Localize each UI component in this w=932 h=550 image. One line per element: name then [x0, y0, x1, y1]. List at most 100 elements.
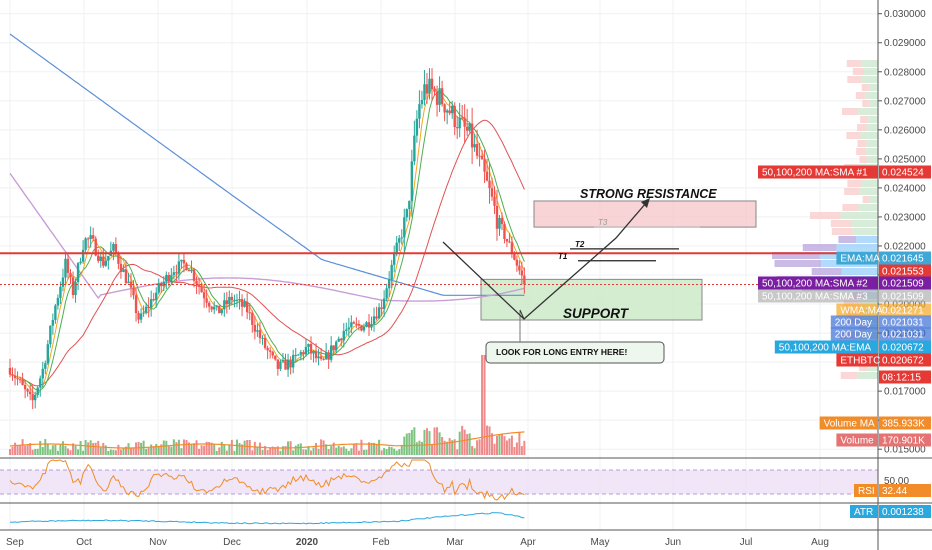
volume-bar	[205, 441, 208, 455]
price-tag-10-value-box	[879, 370, 931, 384]
price-tag-5-value: 0.021271	[882, 306, 924, 317]
volume-bar	[114, 450, 117, 455]
volume-bar	[208, 442, 211, 455]
candle-body	[223, 300, 226, 310]
candle-body	[493, 196, 496, 206]
price-tick-label: 0.027000	[884, 96, 926, 107]
rsi-name-box	[854, 484, 878, 497]
candle-body	[74, 282, 77, 296]
volume-bar	[493, 443, 496, 455]
volume-bar	[425, 428, 428, 455]
volume-bar	[398, 449, 401, 455]
volume-profile-buy	[866, 148, 878, 155]
volume-profile-buy	[864, 68, 878, 75]
rsi-line	[9, 459, 525, 501]
price-tag-5-label: WMA:MA	[840, 306, 883, 317]
volume-bar	[388, 446, 391, 455]
volume-bar	[297, 444, 300, 455]
volume-bar	[312, 447, 315, 455]
volume-bar	[182, 439, 185, 455]
candle-body	[284, 359, 287, 370]
volume-bar	[269, 447, 272, 455]
volume-profile-sell	[772, 252, 820, 259]
volume-bar	[500, 434, 503, 455]
candle-body	[162, 281, 165, 287]
volume-bar	[481, 355, 484, 455]
volume-bar	[483, 355, 486, 455]
candle-body	[258, 330, 262, 339]
price-tag-1-value: 0.021645	[882, 254, 924, 265]
candle-body	[28, 391, 32, 395]
candle-body	[460, 117, 464, 119]
rsi-value: 32.44	[882, 486, 907, 497]
price-tag-8-label: 50,100,200 MA:EMA	[779, 343, 872, 354]
volume-profile-sell	[856, 148, 867, 155]
candle-body	[64, 258, 67, 278]
volume-profile-buy	[859, 188, 878, 195]
volume-bar	[476, 440, 479, 455]
volume-profile-buy	[852, 220, 878, 227]
volume-bar	[165, 440, 168, 455]
candle-body	[225, 300, 229, 305]
price-tag-8-value-box	[879, 340, 931, 354]
candle-body	[69, 272, 72, 278]
candle-body	[56, 298, 60, 306]
volume-bar	[124, 446, 127, 455]
volume-bar	[433, 427, 436, 455]
volume-bar	[304, 449, 307, 455]
candle-body	[355, 323, 358, 325]
time-tick-label: Oct	[76, 537, 92, 548]
volume-bar	[26, 444, 29, 455]
volume-bar	[74, 445, 77, 455]
volume-profile-sell	[847, 76, 862, 83]
price-tag-9-value-box	[879, 353, 931, 367]
candle-body	[433, 89, 436, 92]
candle-body	[233, 300, 236, 302]
volume-profile-buy	[869, 196, 878, 203]
volume-profile-sell	[852, 68, 865, 75]
volume-bar	[276, 446, 279, 455]
price-tag-4-value: 0.021509	[882, 292, 924, 303]
time-tick-label: Nov	[149, 537, 167, 548]
time-tick-label: Jun	[665, 537, 681, 548]
volume-bar	[14, 442, 17, 455]
support-label: SUPPORT	[563, 306, 630, 321]
volume-bar	[34, 448, 37, 455]
candle-body	[463, 117, 466, 127]
volume-bar	[266, 450, 269, 455]
volume-bar	[345, 448, 348, 455]
price-tag-1-value-box	[879, 251, 931, 265]
volume-bar	[21, 439, 24, 455]
price-tag-12-label-box	[836, 433, 878, 447]
atr-name: ATR	[854, 507, 873, 518]
price-tag-6-label-box	[830, 315, 878, 329]
volume-bar	[46, 444, 49, 455]
volume-bar	[77, 449, 80, 455]
candle-body	[182, 259, 186, 264]
candle-body	[71, 277, 75, 296]
candle-body	[400, 237, 403, 239]
candle-body	[31, 394, 34, 401]
candle-body	[51, 319, 55, 326]
volume-bar	[453, 439, 456, 455]
candle-body	[218, 305, 221, 314]
candle-body	[317, 356, 320, 359]
volume-profile-buy	[840, 212, 878, 219]
volume-bar	[284, 445, 287, 455]
candle-body	[302, 352, 305, 355]
volume-bar	[64, 445, 67, 455]
volume-bar	[423, 429, 426, 455]
volume-bar	[360, 439, 363, 455]
candle-body	[263, 337, 267, 348]
candle-body	[478, 155, 481, 157]
volume-bar	[463, 429, 466, 455]
candle-body	[322, 358, 325, 360]
candle-body	[76, 263, 80, 283]
candle-body	[190, 269, 193, 272]
candle-body	[41, 368, 44, 379]
candle-body	[415, 118, 419, 136]
volume-profile-sell	[857, 140, 867, 147]
volume-bar	[16, 445, 19, 455]
candle-body	[332, 345, 335, 351]
